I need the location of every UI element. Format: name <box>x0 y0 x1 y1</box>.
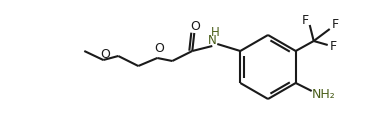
Text: NH₂: NH₂ <box>312 88 335 101</box>
Text: N: N <box>208 34 217 46</box>
Text: F: F <box>330 40 337 53</box>
Text: F: F <box>302 14 309 27</box>
Text: H: H <box>211 27 220 40</box>
Text: O: O <box>190 20 200 33</box>
Text: O: O <box>154 42 164 55</box>
Text: O: O <box>100 47 110 60</box>
Text: F: F <box>332 18 339 31</box>
